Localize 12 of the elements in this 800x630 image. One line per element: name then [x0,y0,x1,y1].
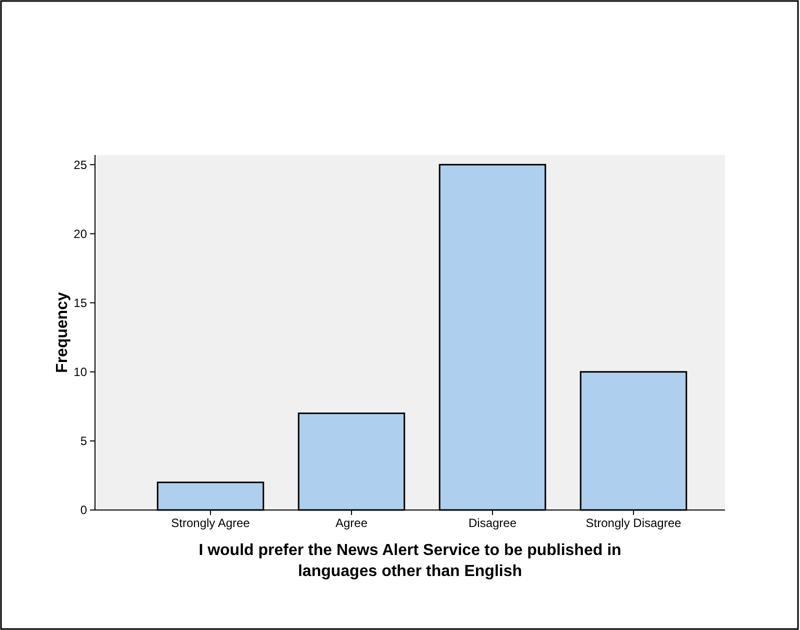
y-tick-label: 5 [80,434,88,448]
x-axis-title: I would prefer the News Alert Service to be published in languages other than English [198,542,622,580]
x-tick-label: Strongly Disagree [586,516,682,530]
x-tick-label: Strongly Agree [171,516,250,530]
y-tick-label: 10 [74,365,88,380]
x-tick-label: Agree [335,516,368,530]
y-tick-label: 25 [74,158,88,172]
y-tick-label: 15 [74,296,88,310]
y-tick-label: 20 [74,226,88,241]
x-tick-label: Disagree [468,516,517,530]
y-tick-label: 0 [80,503,88,518]
y-axis-title: Frequency [54,292,71,373]
